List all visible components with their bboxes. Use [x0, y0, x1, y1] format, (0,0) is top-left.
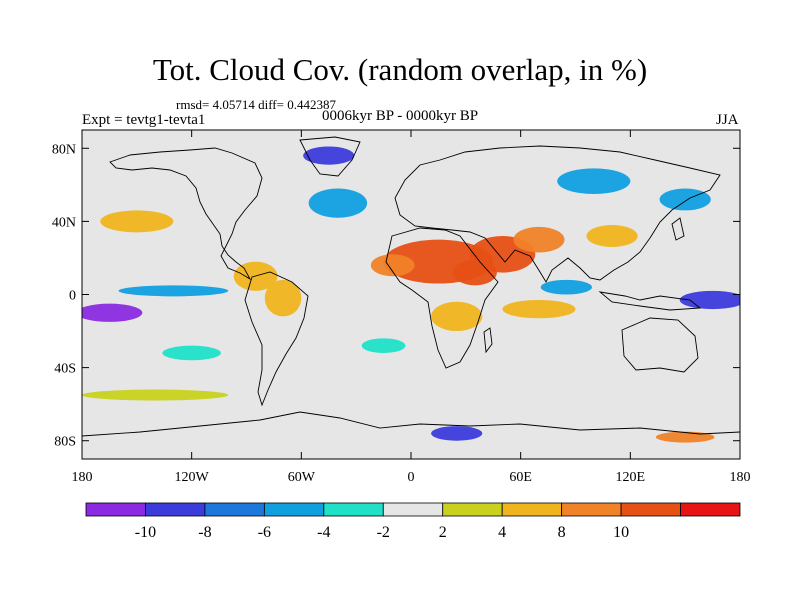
colorbar-label: -10: [135, 524, 156, 541]
stats-label: rmsd= 4.05714 diff= 0.442387: [176, 97, 336, 112]
lat-tick-label: 80N: [52, 142, 76, 157]
anomaly-patch-20: [431, 426, 483, 441]
lon-tick-label: 120W: [175, 470, 210, 485]
lon-tick-label: 0: [408, 470, 415, 485]
colorbar-label: 8: [558, 524, 566, 541]
lon-tick-label: 120E: [616, 470, 646, 485]
colorbar-swatch: [501, 502, 563, 517]
coastline-antarctica: [82, 411, 740, 437]
anomaly-patch-3: [453, 259, 497, 286]
colorbar-label: -2: [377, 524, 390, 541]
map-field: [82, 130, 740, 459]
anomaly-patch-8: [264, 279, 302, 317]
colorbar-swatch: [145, 502, 206, 517]
anomaly-patch-19: [659, 188, 711, 211]
anomaly-patch-6: [100, 210, 174, 233]
anomaly-patch-21: [655, 431, 715, 443]
coastlines: [82, 136, 740, 437]
colorbar-label: -8: [198, 524, 211, 541]
lon-tick-label: 60W: [288, 470, 316, 485]
anomaly-patch-11: [82, 389, 229, 401]
anomaly-patch-23: [361, 338, 406, 353]
anomaly-patch-13: [118, 285, 229, 297]
experiment-label: Expt = tevtg1-tevta1: [82, 112, 206, 128]
coastline-australia: [621, 317, 699, 373]
period-label: 0006kyr BP - 0000kyr BP: [322, 108, 479, 124]
colorbar-swatch: [561, 502, 622, 517]
anomaly-patch-9: [431, 301, 483, 332]
lon-tick-label: 60E: [509, 470, 532, 485]
map-axes: 180 120W 60W 0 60E 120E 180 80N 40N 0 40S 80S: [52, 130, 751, 485]
colorbar-swatch: [620, 502, 681, 517]
season-label: JJA: [716, 112, 739, 128]
colorbar-swatch: [204, 502, 265, 517]
anomaly-patch-12: [82, 303, 143, 322]
lat-tick-label: 40N: [52, 215, 76, 230]
colorbar-swatch: [263, 502, 325, 517]
anomaly-patch-15: [540, 279, 592, 295]
coastline-indonesia: [598, 291, 702, 311]
lat-tick-label: 40S: [54, 362, 76, 377]
coastline-south-america: [244, 271, 309, 407]
coastline-japan: [671, 217, 685, 241]
lat-tick-label: 0: [69, 289, 76, 304]
colorbar-swatch: [323, 502, 384, 517]
anomaly-patch-4: [370, 254, 415, 277]
colorbar: -10 -8 -6 -4 -2 2 4 8 10: [85, 502, 741, 541]
anomaly-patch-2: [513, 226, 565, 253]
anomaly-patch-16: [308, 188, 368, 218]
coastline-north-america: [109, 147, 263, 281]
colorbar-label: 2: [439, 524, 447, 541]
lat-tick-label: 80S: [54, 435, 76, 450]
coastline-greenland: [299, 136, 361, 177]
map-title: Tot. Cloud Cov. (random overlap, in %): [152, 52, 648, 87]
anomaly-patch-5: [586, 225, 638, 247]
coastline-madagascar: [483, 327, 493, 354]
coastline-eurasia: [394, 145, 721, 283]
anomaly-patch-14: [679, 290, 740, 310]
colorbar-swatch: [442, 502, 503, 517]
coastline-africa: [385, 227, 499, 369]
colorbar-swatch: [382, 502, 444, 517]
colorbar-label: -6: [258, 524, 271, 541]
anomaly-patch-18: [557, 168, 631, 194]
colorbar-swatch: [85, 502, 146, 517]
colorbar-swatch: [680, 502, 741, 517]
anomaly-patch-10: [502, 299, 576, 319]
lon-tick-label: 180: [730, 470, 751, 485]
anomaly-patch-17: [303, 146, 355, 165]
lon-tick-label: 180: [72, 470, 93, 485]
anomaly-patch-22: [162, 345, 221, 361]
colorbar-label: 4: [498, 524, 506, 541]
colorbar-label: -4: [317, 524, 330, 541]
colorbar-label: 10: [613, 524, 629, 541]
